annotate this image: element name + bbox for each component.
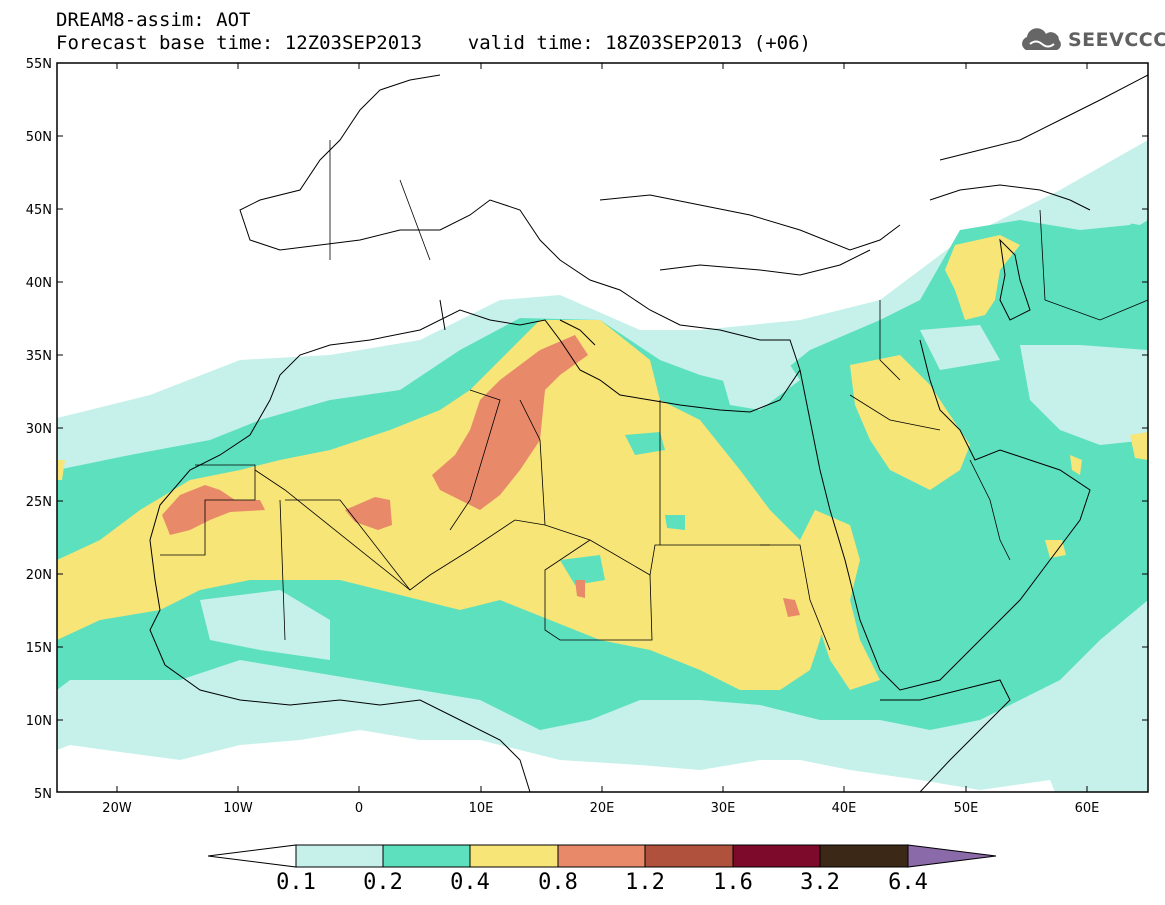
colorbar-box bbox=[819, 844, 909, 868]
lat-label: 5N bbox=[34, 787, 52, 802]
colorbar-under-arrow bbox=[207, 844, 297, 868]
lat-label: 40N bbox=[26, 276, 52, 291]
colorbar-label: 6.4 bbox=[888, 870, 928, 895]
aot-field bbox=[57, 140, 1148, 792]
seevccc-logo: SEEVCCC bbox=[1018, 26, 1165, 54]
colorbar-box bbox=[557, 844, 646, 868]
lat-label: 20N bbox=[26, 568, 52, 583]
lat-label: 25N bbox=[26, 495, 52, 510]
coastlines bbox=[149, 74, 1148, 792]
colorbar-box bbox=[469, 844, 559, 868]
lon-label: 10W bbox=[223, 801, 253, 816]
lon-label: 10E bbox=[469, 801, 494, 816]
lat-label: 35N bbox=[26, 349, 52, 364]
lon-label: 0 bbox=[355, 801, 363, 816]
lat-label: 50N bbox=[26, 130, 52, 145]
colorbar-label: 1.2 bbox=[625, 870, 665, 895]
lon-label: 40E bbox=[832, 801, 857, 816]
lon-label: 30E bbox=[711, 801, 736, 816]
chart-title: DREAM8-assim: AOT bbox=[56, 9, 251, 31]
lat-label: 10N bbox=[26, 714, 52, 729]
colorbar-box bbox=[382, 844, 471, 868]
lon-labels: 20W 10W 0 10E 20E 30E 40E 50E 60E bbox=[102, 801, 1099, 816]
forecast-time-line: Forecast base time: 12Z03SEP2013 valid t… bbox=[56, 32, 811, 54]
lat-label: 15N bbox=[26, 641, 52, 656]
lat-ticks bbox=[57, 62, 1148, 721]
lat-label: 55N bbox=[26, 57, 52, 72]
colorbar-over-arrow bbox=[907, 844, 997, 868]
lat-labels: 55N 50N 45N 40N 35N 30N 25N 20N 15N 10N … bbox=[26, 57, 52, 802]
colorbar-label: 0.4 bbox=[450, 870, 490, 895]
lat-label: 45N bbox=[26, 203, 52, 218]
lon-ticks bbox=[116, 63, 1088, 792]
colorbar-box bbox=[295, 844, 384, 868]
lon-label: 60E bbox=[1075, 801, 1100, 816]
colorbar-label: 3.2 bbox=[800, 870, 840, 895]
lat-label: 30N bbox=[26, 422, 52, 437]
lon-label: 50E bbox=[954, 801, 979, 816]
aot-level-0.8 bbox=[432, 335, 588, 510]
colorbar bbox=[207, 844, 997, 868]
cloud-icon bbox=[1022, 28, 1061, 50]
colorbar-box bbox=[732, 844, 821, 868]
colorbar-label: 0.2 bbox=[363, 870, 403, 895]
colorbar-label: 1.6 bbox=[713, 870, 753, 895]
lon-label: 20E bbox=[590, 801, 615, 816]
colorbar-box bbox=[644, 844, 734, 868]
logo-text: SEEVCCC bbox=[1068, 29, 1165, 51]
country-borders bbox=[160, 140, 1148, 651]
lon-label: 20W bbox=[102, 801, 132, 816]
colorbar-label: 0.1 bbox=[276, 870, 316, 895]
colorbar-label: 0.8 bbox=[538, 870, 578, 895]
aot-level-0.4 bbox=[57, 320, 830, 690]
